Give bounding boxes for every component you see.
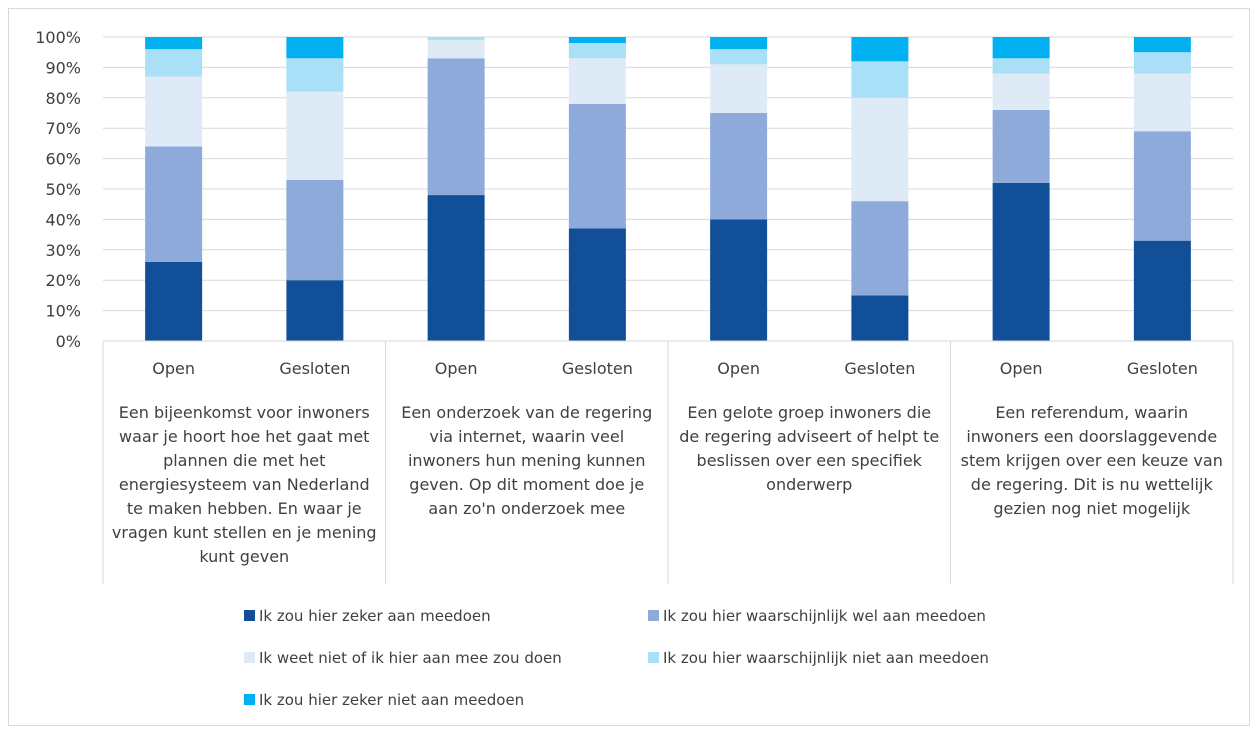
bar-segment — [710, 49, 768, 65]
category-label: Gesloten — [562, 359, 633, 378]
category-label: Gesloten — [279, 359, 350, 378]
bar-segment — [568, 43, 626, 59]
category-label: Gesloten — [844, 359, 915, 378]
category-label: Open — [717, 359, 760, 378]
bar-segment — [286, 37, 344, 59]
bar-segment — [286, 91, 344, 180]
y-tick-label: 100% — [35, 28, 81, 47]
bar-segment — [851, 295, 909, 341]
legend-item: Ik weet niet of ik hier aan mee zou doen — [244, 649, 562, 667]
chart-frame — [8, 8, 1250, 726]
bar-segment — [851, 97, 909, 202]
category-label: Open — [1000, 359, 1043, 378]
bar-segment — [568, 58, 626, 104]
bar-segment — [286, 179, 344, 281]
y-tick-label: 50% — [45, 180, 81, 199]
legend-item: Ik zou hier zeker aan meedoen — [244, 607, 491, 625]
legend-swatch — [244, 610, 255, 621]
legend-label: Ik zou hier waarschijnlijk niet aan meed… — [663, 649, 989, 667]
group-label: Een gelote groep inwoners die de regering… — [679, 403, 939, 494]
bar-segment — [568, 103, 626, 229]
group-label: Een referendum, waarin inwoners een doors… — [961, 403, 1223, 518]
y-tick-label: 70% — [45, 119, 81, 138]
y-tick-label: 40% — [45, 210, 81, 229]
legend-label: Ik weet niet of ik hier aan mee zou doen — [259, 649, 562, 667]
legend-label: Ik zou hier zeker niet aan meedoen — [259, 691, 524, 709]
group-label: Een bijeenkomst voor inwoners waar je hoo… — [112, 403, 377, 566]
bar-segment — [710, 113, 768, 220]
bar-segment — [1133, 131, 1191, 241]
legend-item: Ik zou hier waarschijnlijk wel aan meedo… — [648, 607, 986, 625]
bar-segment — [1133, 73, 1191, 132]
bar-segment — [851, 201, 909, 296]
bar-segment — [286, 58, 344, 92]
bar-segment — [145, 146, 203, 262]
y-tick-label: 90% — [45, 58, 81, 77]
y-tick-label: 30% — [45, 241, 81, 260]
bar-segment — [710, 37, 768, 50]
bar-segment — [851, 61, 909, 98]
bar-segment — [145, 261, 203, 341]
y-tick-label: 20% — [45, 271, 81, 290]
bar-segment — [145, 49, 203, 77]
legend-swatch — [244, 694, 255, 705]
group-label: Een onderzoek van de regering via interne… — [401, 403, 652, 518]
bar-segment — [286, 280, 344, 341]
bar-segment — [427, 37, 485, 41]
bar-segment — [710, 219, 768, 341]
y-tick-label: 10% — [45, 302, 81, 321]
bar-segment — [568, 228, 626, 341]
y-tick-label: 80% — [45, 89, 81, 108]
bar-segment — [427, 58, 485, 196]
bar-segment — [427, 40, 485, 59]
bar-segment — [427, 195, 485, 341]
bar-segment — [1133, 52, 1191, 74]
bar-segment — [145, 37, 203, 50]
y-tick-label: 0% — [56, 332, 81, 351]
legend-label: Ik zou hier waarschijnlijk wel aan meedo… — [663, 607, 986, 625]
category-label: Open — [435, 359, 478, 378]
bar-segment — [1133, 240, 1191, 341]
bar-segment — [568, 37, 626, 44]
bar-segment — [992, 182, 1050, 341]
legend-item: Ik zou hier zeker niet aan meedoen — [244, 691, 524, 709]
category-label: Open — [152, 359, 195, 378]
legend-swatch — [244, 652, 255, 663]
category-label: Gesloten — [1127, 359, 1198, 378]
legend-swatch — [648, 652, 659, 663]
bar-segment — [1133, 37, 1191, 53]
legend-label: Ik zou hier zeker aan meedoen — [259, 607, 491, 625]
bar-segment — [992, 73, 1050, 110]
y-tick-label: 60% — [45, 150, 81, 169]
bar-segment — [992, 109, 1050, 183]
legend-item: Ik zou hier waarschijnlijk niet aan meed… — [648, 649, 989, 667]
bar-segment — [851, 37, 909, 62]
bar-segment — [145, 76, 203, 147]
bar-segment — [710, 64, 768, 113]
bar-segment — [992, 37, 1050, 59]
legend-swatch — [648, 610, 659, 621]
bar-segment — [992, 58, 1050, 74]
